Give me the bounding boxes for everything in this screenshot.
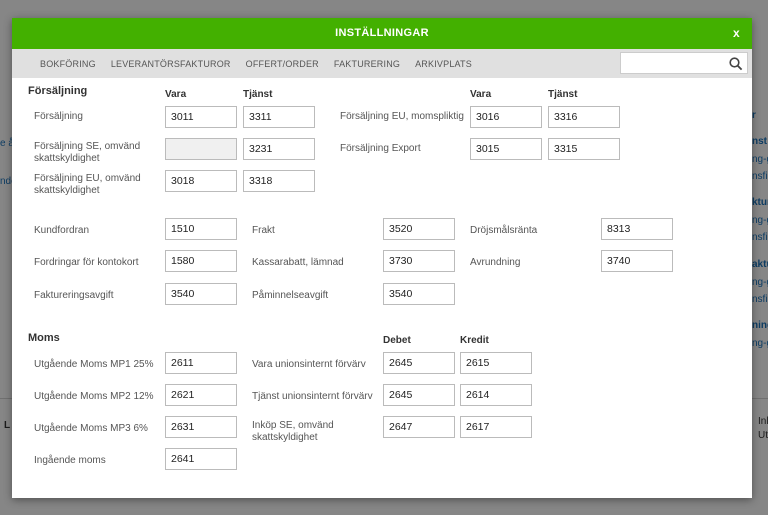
vara-account-input[interactable] <box>165 138 237 160</box>
vara-account-input[interactable] <box>470 138 542 160</box>
search-box[interactable] <box>620 52 748 74</box>
column-header-vara: Vara <box>470 89 492 100</box>
tab-arkivplats[interactable]: ARKIVPLATS <box>415 58 472 69</box>
debet-account-input[interactable] <box>383 416 455 438</box>
account-input[interactable] <box>165 283 237 305</box>
section-title-moms: Moms <box>28 332 60 344</box>
column-header-kredit: Kredit <box>460 335 489 346</box>
bg-text: ng-g <box>752 277 768 288</box>
account-input[interactable] <box>165 218 237 240</box>
kredit-account-input[interactable] <box>460 416 532 438</box>
kredit-account-input[interactable] <box>460 352 532 374</box>
tab-bar: BOKFÖRING LEVERANTÖRSFAKTUROR OFFERT/ORD… <box>12 49 752 78</box>
bg-text: r <box>752 110 756 121</box>
search-input[interactable] <box>621 53 721 73</box>
tab-fakturering[interactable]: FAKTURERING <box>333 58 401 69</box>
tjanst-account-input[interactable] <box>243 106 315 128</box>
field-label: Försäljning Export <box>340 143 421 154</box>
field-label: Inköp SE, omvänd skattskyldighet <box>252 420 334 443</box>
vat-account-input[interactable] <box>165 352 237 374</box>
vat-account-input[interactable] <box>165 384 237 406</box>
tjanst-account-input[interactable] <box>548 138 620 160</box>
bg-text: nsfil <box>752 294 768 305</box>
bg-text: ning <box>752 320 768 331</box>
field-label: Kassarabatt, lämnad <box>252 257 344 268</box>
field-label: Kundfordran <box>34 225 90 236</box>
field-label: Försäljning EU, momspliktig <box>340 111 464 122</box>
vara-account-input[interactable] <box>165 170 237 192</box>
bg-text: nst <box>752 136 767 147</box>
debet-account-input[interactable] <box>383 384 455 406</box>
search-icon[interactable] <box>729 57 743 71</box>
tjanst-account-input[interactable] <box>548 106 620 128</box>
column-header-tjanst: Tjänst <box>243 89 273 100</box>
tab-leverantorsfakturor[interactable]: LEVERANTÖRSFAKTUROR <box>110 58 231 69</box>
modal-title: INSTÄLLNINGAR <box>335 27 429 39</box>
account-input[interactable] <box>383 218 455 240</box>
tab-bokforing[interactable]: BOKFÖRING <box>40 58 96 69</box>
field-label: Utgående Moms MP3 6% <box>34 423 148 434</box>
bg-text: nsfil <box>752 171 768 182</box>
close-button[interactable]: x <box>733 26 740 40</box>
section-title-forsaljning: Försäljning <box>28 85 88 97</box>
tjanst-account-input[interactable] <box>243 138 315 160</box>
bg-text: ng-g <box>752 338 768 349</box>
field-label: Frakt <box>252 225 275 236</box>
field-label: Ingående moms <box>34 455 106 466</box>
field-label: Avrundning <box>470 257 521 268</box>
bg-text: nsfil <box>752 232 768 243</box>
modal-header: INSTÄLLNINGAR x <box>12 18 752 49</box>
field-label: Fordringar för kontokort <box>34 257 139 268</box>
kredit-account-input[interactable] <box>460 384 532 406</box>
bg-text: aktu <box>752 259 768 270</box>
vara-account-input[interactable] <box>470 106 542 128</box>
account-input[interactable] <box>383 250 455 272</box>
vara-account-input[interactable] <box>165 106 237 128</box>
bg-text: nde <box>0 176 17 187</box>
bg-text: ktur <box>752 197 768 208</box>
field-label: Påminnelseavgift <box>252 290 329 301</box>
tjanst-account-input[interactable] <box>243 170 315 192</box>
field-label: Försäljning <box>34 111 83 122</box>
bg-text: L <box>4 420 11 431</box>
account-input[interactable] <box>383 283 455 305</box>
account-input[interactable] <box>165 250 237 272</box>
field-label: Faktureringsavgift <box>34 290 114 301</box>
column-header-tjanst: Tjänst <box>548 89 578 100</box>
vat-account-input[interactable] <box>165 448 237 470</box>
bg-text: Inl <box>758 416 768 427</box>
debet-account-input[interactable] <box>383 352 455 374</box>
settings-modal: INSTÄLLNINGAR x BOKFÖRING LEVERANTÖRSFAK… <box>12 18 752 498</box>
field-label: Försäljning SE, omvänd skattskyldighet <box>34 141 141 164</box>
bg-text: ng-g <box>752 154 768 165</box>
bg-text: ng-g <box>752 215 768 226</box>
column-header-vara: Vara <box>165 89 187 100</box>
field-label: Dröjsmålsränta <box>470 225 538 236</box>
field-label: Utgående Moms MP1 25% <box>34 359 154 370</box>
field-label: Utgående Moms MP2 12% <box>34 391 154 402</box>
account-input[interactable] <box>601 250 673 272</box>
bg-text: e å <box>0 138 14 149</box>
field-label: Tjänst unionsinternt förvärv <box>252 391 373 402</box>
field-label: Försäljning EU, omvänd skattskyldighet <box>34 173 141 196</box>
bg-text: Ut <box>758 430 768 441</box>
tab-offert-order[interactable]: OFFERT/ORDER <box>245 58 319 69</box>
column-header-debet: Debet <box>383 335 411 346</box>
vat-account-input[interactable] <box>165 416 237 438</box>
field-label: Vara unionsinternt förvärv <box>252 359 366 370</box>
account-input[interactable] <box>601 218 673 240</box>
